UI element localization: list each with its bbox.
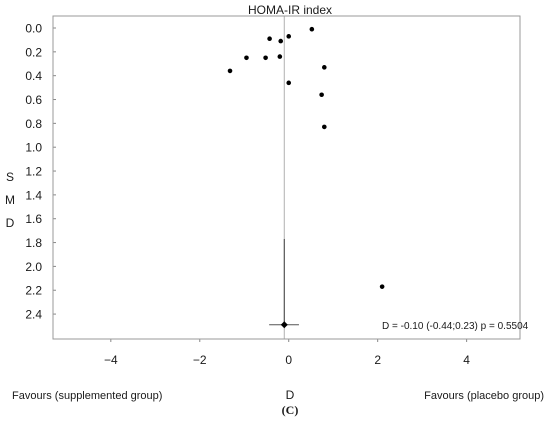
y-axis-label: SMD [5,170,15,230]
study-point [244,55,249,61]
y-tick-label: 1.8 [25,236,42,250]
y-tick-label: 0.0 [25,22,42,36]
x-axis-tick-labels: −4 −2 0 2 4 [104,353,470,367]
y-tick-label: 1.2 [25,165,42,179]
study-point [286,34,292,39]
study-point [277,54,283,59]
y-tick-label: 0.4 [25,69,42,83]
x-tick-label: −2 [193,353,207,367]
study-point [267,36,272,42]
y-tick-label: 0.6 [25,93,42,107]
y-axis-label-letter: D [6,216,15,230]
x-axis-label: D [286,388,295,402]
y-tick-label: 1.4 [25,188,42,202]
y-tick-label: 2.4 [25,308,42,322]
study-point [379,284,385,289]
y-axis-label-letter: M [5,193,15,207]
axis-ticks [53,27,468,342]
plot-frame [52,15,521,340]
right-favours-label: Favours (placebo group) [424,390,544,402]
pooled-estimate [269,321,299,329]
study-point [322,124,327,130]
y-tick-label: 2.2 [25,284,42,298]
study-point [286,80,292,86]
left-favours-label: Favours (supplemented group) [12,390,162,402]
y-tick-label: 1.6 [25,212,42,226]
y-axis-label-letter: S [6,170,14,184]
study-point [278,38,284,44]
pooled-annotation: D = -0.10 (-0.44;0.23) p = 0.5504 [382,321,529,332]
data-points [227,26,385,289]
x-tick-label: −4 [104,353,118,367]
study-point [322,65,327,70]
y-tick-label: 1.0 [25,141,42,155]
x-tick-label: 4 [463,353,470,367]
chart-title: HOMA-IR index [248,3,332,17]
study-point [319,92,324,98]
study-point [309,26,315,32]
y-tick-label: 2.0 [25,260,42,274]
y-axis-tick-labels: 0.0 0.2 0.4 0.6 0.8 1.0 1.2 1.4 1.6 1.8 2.0 2.2 2.4 [25,22,42,322]
figure-caption: (C) [282,403,299,417]
y-tick-label: 0.2 [25,45,42,59]
y-tick-label: 0.8 [25,117,42,131]
pooled-diamond [280,321,288,329]
x-tick-label: 0 [285,353,292,367]
study-point [263,55,268,61]
x-tick-label: 2 [374,353,381,367]
study-point [227,68,233,74]
